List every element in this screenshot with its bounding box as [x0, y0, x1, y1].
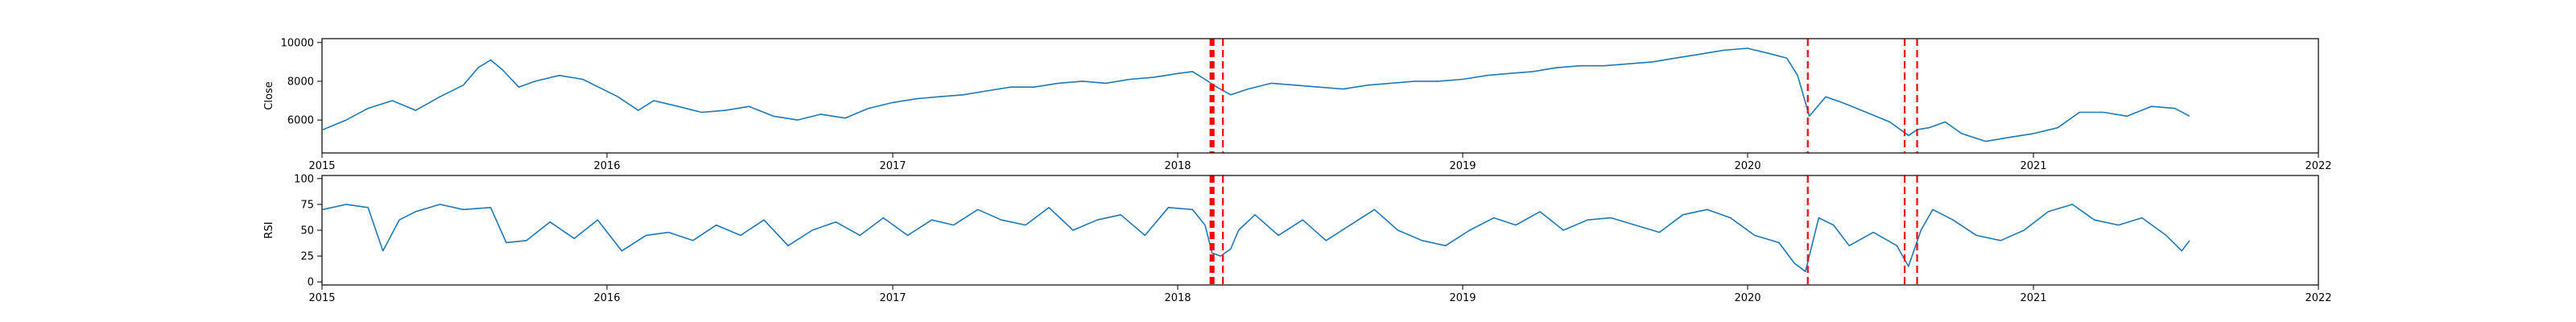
- rsi-series-line: [322, 204, 2190, 273]
- close-x-tick-label: 2020: [1734, 160, 1761, 172]
- close-x-tick-label: 2015: [308, 160, 335, 172]
- close-y-axis-title: Close: [263, 81, 275, 109]
- rsi-y-tick-label: 0: [308, 277, 314, 289]
- close-plot-frame: [321, 38, 2319, 154]
- close-y-tick-label: 8000: [287, 76, 314, 88]
- close-x-tick-label: 2019: [1449, 160, 1476, 172]
- rsi-y-axis-title: RSI: [263, 221, 275, 238]
- close-y-tick-label: 6000: [287, 115, 314, 127]
- rsi-x-tick-label: 2020: [1734, 292, 1761, 304]
- rsi-x-tick-label: 2016: [593, 292, 620, 304]
- rsi-x-tick-label: 2018: [1164, 292, 1191, 304]
- rsi-x-tick-label: 2015: [308, 292, 335, 304]
- rsi-y-tick-label: 25: [300, 251, 314, 263]
- rsi-plot-frame: [321, 175, 2319, 286]
- rsi-panel: 2015 2016 2017 2018 2019 2020 2021 2022 0 25 50 75 1…: [263, 173, 2332, 304]
- rsi-y-tick-label: 50: [300, 225, 314, 237]
- close-panel: 2015 2016 2017 2018 2019 2020 2021 2022 6000 8000…: [263, 37, 2332, 172]
- close-x-tick-label: 2021: [2020, 160, 2046, 172]
- rsi-x-tick-label: 2017: [879, 292, 906, 304]
- rsi-y-tick-label: 100: [294, 173, 314, 185]
- close-x-tick-label: 2017: [879, 160, 906, 172]
- close-x-tick-label: 2018: [1164, 160, 1191, 172]
- rsi-x-tick-label: 2021: [2020, 292, 2046, 304]
- close-series-line: [322, 47, 2190, 142]
- close-y-tick-label: 10000: [281, 37, 314, 49]
- close-x-tick-label: 2016: [593, 160, 620, 172]
- rsi-y-tick-label: 75: [300, 199, 314, 211]
- rsi-x-tick-label: 2022: [2305, 292, 2331, 304]
- rsi-x-tick-label: 2019: [1449, 292, 1476, 304]
- close-x-tick-label: 2022: [2305, 160, 2331, 172]
